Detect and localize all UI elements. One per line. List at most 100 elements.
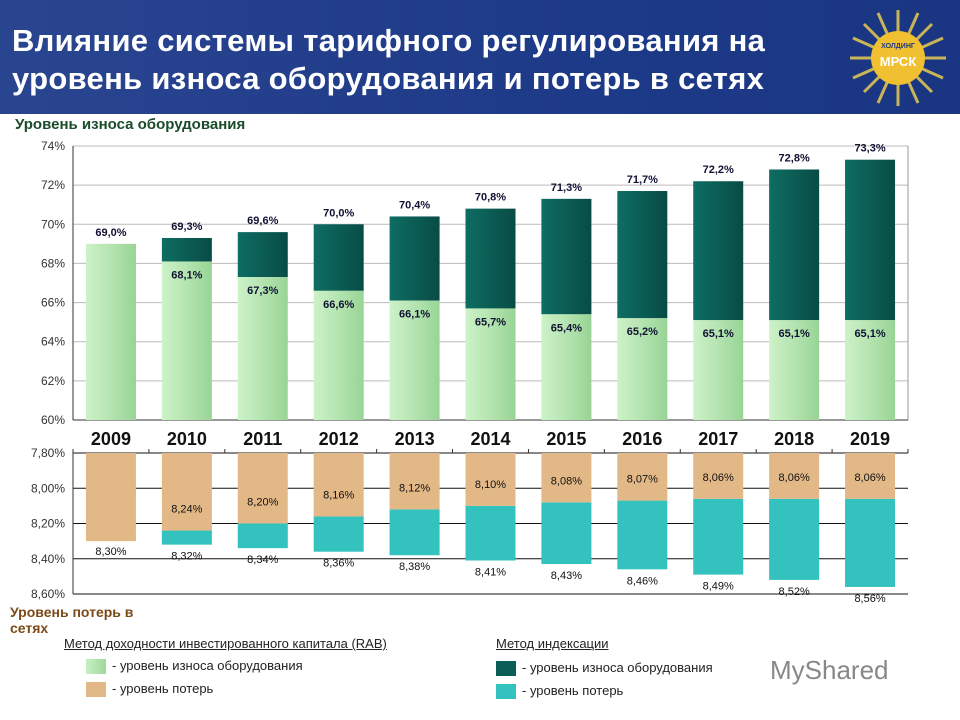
watermark: MyShared: [770, 655, 889, 685]
bar-index-wear: [389, 216, 440, 301]
y-tick-label: 60%: [41, 413, 65, 427]
data-label-rab: 8,24%: [171, 504, 202, 516]
data-label-index: 71,7%: [627, 174, 658, 186]
x-tick-label: 2014: [470, 429, 510, 449]
y-tick-label: 74%: [41, 139, 65, 153]
bar-index-loss: [237, 523, 288, 549]
data-label-rab: 8,16%: [323, 489, 354, 501]
bar-rab-wear: [693, 320, 744, 420]
y-tick-label: 62%: [41, 374, 65, 388]
data-label-index: 72,2%: [703, 164, 734, 176]
bar-rab-wear: [541, 314, 592, 420]
svg-text:ХОЛДИНГ: ХОЛДИНГ: [881, 43, 915, 50]
legend-index-loss: - уровень потерь: [496, 683, 624, 700]
swatch-index-wear: [496, 661, 516, 677]
data-label-rab: 8,06%: [854, 472, 885, 484]
y-tick-label: 8,40%: [31, 552, 65, 566]
data-label-rab: 65,4%: [551, 322, 582, 334]
data-label-index: 8,41%: [475, 567, 506, 579]
y-tick-label: 66%: [41, 296, 65, 310]
data-label-index: 8,36%: [323, 558, 354, 570]
data-label-rab: 8,06%: [779, 472, 810, 484]
bar-index-loss: [845, 498, 896, 587]
bar-index-loss: [693, 498, 744, 575]
data-label-index: 69,6%: [247, 215, 278, 227]
data-label-rab: 8,20%: [247, 497, 278, 509]
y-tick-label: 8,20%: [31, 517, 65, 531]
data-label-index: 69,3%: [171, 221, 202, 233]
swatch-rab-loss: [86, 682, 106, 698]
data-label-index: 70,8%: [475, 192, 506, 204]
y-tick-label: 72%: [41, 178, 65, 192]
y-tick-label: 7,80%: [31, 446, 65, 460]
title-line-1: Влияние системы тарифного регулирования …: [12, 23, 766, 58]
bar-rab-wear: [85, 243, 136, 420]
data-label-index: 8,52%: [779, 586, 810, 598]
y-tick-label: 8,00%: [31, 481, 65, 495]
x-tick-label: 2017: [698, 429, 738, 449]
bar-rab-wear: [313, 290, 364, 420]
bar-index-wear: [693, 181, 744, 321]
bar-index-wear: [617, 191, 668, 319]
bar-rab-loss: [389, 453, 440, 510]
bar-rab-wear: [769, 320, 820, 420]
x-tick-label: 2019: [850, 429, 890, 449]
data-label-rab: 65,1%: [703, 328, 734, 340]
svg-text:МРСК: МРСК: [880, 54, 917, 69]
bar-rab-wear: [161, 261, 212, 420]
bar-index-loss: [161, 530, 212, 545]
y-tick-label: 8,60%: [31, 587, 65, 601]
data-label-index: 8,46%: [627, 575, 658, 587]
bar-rab-loss: [617, 453, 668, 501]
bar-rab-loss: [313, 453, 364, 517]
data-label-rab: 8,07%: [627, 474, 658, 486]
legend-label: - уровень износа оборудования: [112, 658, 303, 673]
bar-index-loss: [389, 509, 440, 556]
data-label-rab: 65,2%: [627, 326, 658, 338]
bar-index-wear: [237, 232, 288, 278]
data-label-rab: 8,30%: [95, 546, 126, 558]
title-line-2: уровень износа оборудования и потерь в с…: [12, 61, 765, 96]
y-tick-label: 70%: [41, 217, 65, 231]
bottom-chart-title: Уровень потерь в сетях: [10, 604, 134, 636]
header-banner: Влияние системы тарифного регулирования …: [0, 0, 960, 114]
data-label-index: 8,56%: [854, 593, 885, 605]
legend-label: - уровень износа оборудования: [522, 660, 713, 675]
data-label-index: 72,8%: [779, 152, 810, 164]
data-label-rab: 8,06%: [703, 472, 734, 484]
bar-rab-wear: [389, 300, 440, 420]
data-label-index: 70,4%: [399, 199, 430, 211]
bar-index-loss: [313, 516, 364, 552]
x-tick-label: 2011: [243, 429, 282, 449]
data-label-rab: 67,3%: [247, 285, 278, 297]
data-label-rab: 68,1%: [171, 269, 202, 281]
legend-rab-title: Метод доходности инвестированного капита…: [64, 636, 387, 651]
data-label-index: 8,49%: [703, 581, 734, 593]
bar-index-wear: [769, 169, 820, 321]
page-title: Влияние системы тарифного регулирования …: [12, 22, 765, 98]
data-label-index: 8,43%: [551, 570, 582, 582]
bar-rab-loss: [769, 453, 820, 499]
data-label-rab: 66,1%: [399, 309, 430, 321]
data-label-index: 8,34%: [247, 554, 278, 566]
mrsk-logo: ХОЛДИНГ МРСК: [850, 10, 946, 106]
bar-rab-loss: [541, 453, 592, 503]
x-tick-label: 2009: [91, 429, 131, 449]
data-label-index: 71,3%: [551, 182, 582, 194]
bar-index-wear: [845, 159, 896, 321]
x-tick-label: 2018: [774, 429, 814, 449]
bar-index-wear: [541, 198, 592, 315]
data-label-rab: 65,1%: [854, 328, 885, 340]
legend-label: - уровень потерь: [522, 683, 624, 698]
legend-rab-loss: - уровень потерь: [86, 681, 213, 698]
top-chart-title: Уровень износа оборудования: [15, 116, 246, 133]
bar-rab-wear: [617, 318, 668, 420]
data-label-index: 8,38%: [399, 561, 430, 573]
y-tick-label: 68%: [41, 256, 65, 270]
swatch-rab-wear: [86, 659, 106, 675]
x-tick-label: 2010: [167, 429, 207, 449]
bar-index-loss: [541, 502, 592, 565]
bar-rab-loss: [465, 453, 516, 506]
swatch-index-loss: [496, 684, 516, 700]
x-tick-label: 2016: [622, 429, 662, 449]
